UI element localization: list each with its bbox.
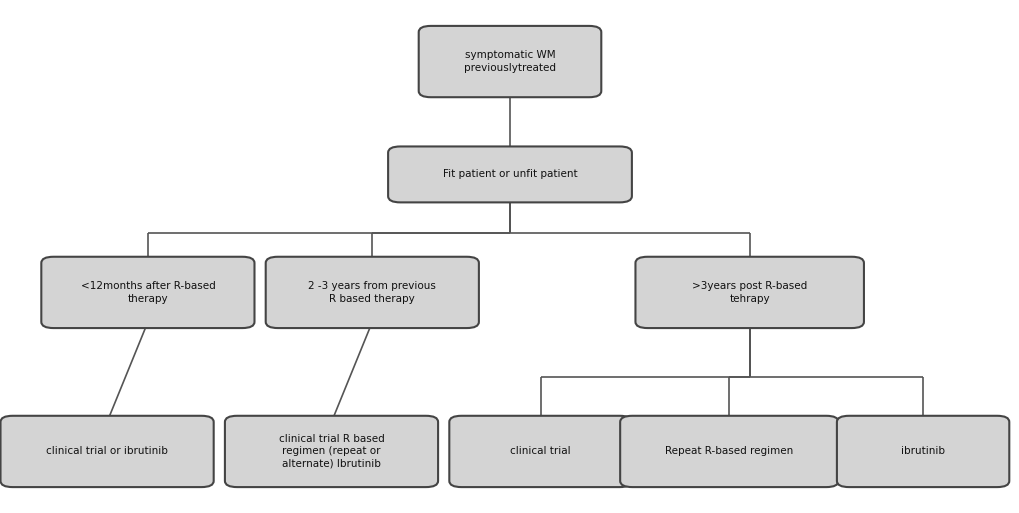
FancyBboxPatch shape xyxy=(419,26,601,97)
Text: >3years post R-based
tehrapy: >3years post R-based tehrapy xyxy=(692,281,806,304)
FancyBboxPatch shape xyxy=(635,257,863,328)
Text: clinical trial or ibrutinib: clinical trial or ibrutinib xyxy=(46,446,168,457)
FancyBboxPatch shape xyxy=(224,416,438,487)
FancyBboxPatch shape xyxy=(0,416,214,487)
FancyBboxPatch shape xyxy=(265,257,479,328)
FancyBboxPatch shape xyxy=(837,416,1009,487)
FancyBboxPatch shape xyxy=(41,257,255,328)
Text: clinical trial R based
regimen (repeat or
alternate) Ibrutinib: clinical trial R based regimen (repeat o… xyxy=(278,434,384,469)
FancyBboxPatch shape xyxy=(620,416,838,487)
Text: 2 -3 years from previous
R based therapy: 2 -3 years from previous R based therapy xyxy=(308,281,436,304)
Text: Fit patient or unfit patient: Fit patient or unfit patient xyxy=(442,169,577,180)
FancyBboxPatch shape xyxy=(449,416,632,487)
Text: Repeat R-based regimen: Repeat R-based regimen xyxy=(664,446,793,457)
Text: ibrutinib: ibrutinib xyxy=(900,446,945,457)
Text: clinical trial: clinical trial xyxy=(510,446,571,457)
Text: symptomatic WM
previouslytreated: symptomatic WM previouslytreated xyxy=(464,50,555,73)
Text: <12months after R-based
therapy: <12months after R-based therapy xyxy=(81,281,215,304)
FancyBboxPatch shape xyxy=(388,147,632,202)
